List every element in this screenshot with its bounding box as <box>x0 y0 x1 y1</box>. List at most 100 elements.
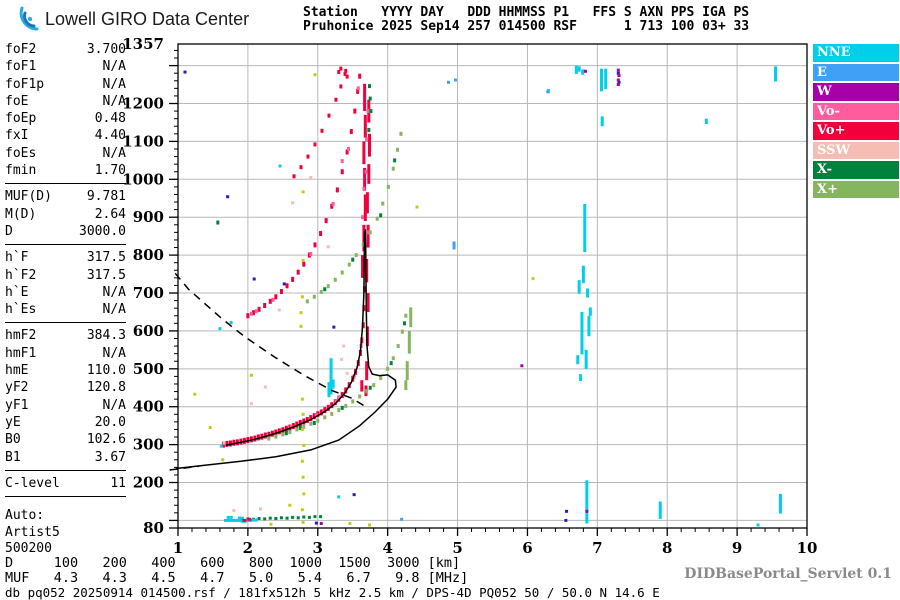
svg-text:900: 900 <box>133 208 164 226</box>
brand-title: Lowell GIRO Data Center <box>45 8 250 29</box>
svg-text:4: 4 <box>382 539 392 557</box>
param-label: h`F <box>5 250 29 266</box>
auto-info-line: Artist5 <box>5 524 60 540</box>
auto-info-line: Auto: <box>5 508 45 524</box>
station-header-values: Pruhonice 2025 Sep14 257 014500 RSF 1 71… <box>303 19 750 34</box>
param-row: yE 20.0 <box>5 414 126 431</box>
param-row: C-level 11 <box>5 475 126 492</box>
param-value: 9.781 <box>86 189 126 205</box>
dmuf-table: D 100 200 400 600 800 1000 1500 3000 [km… <box>5 556 468 585</box>
param-row: foEs N/A <box>5 145 126 162</box>
param-value: 317.5 <box>86 267 126 283</box>
station-header: Station YYYY DAY DDD HHMMSS P1 FFS S AXN… <box>303 6 749 34</box>
param-label: fxI <box>5 128 29 144</box>
legend-item-x: X- <box>813 161 899 179</box>
param-label: foE <box>5 93 29 109</box>
param-row: MUF(D) 9.781 <box>5 188 126 205</box>
param-value: N/A <box>102 397 126 413</box>
param-value: N/A <box>102 59 126 75</box>
param-value: N/A <box>102 93 126 109</box>
param-label: foF2 <box>5 42 37 57</box>
param-row: h`E N/A <box>5 284 126 301</box>
param-value: 120.8 <box>86 380 126 396</box>
legend-item-vo: Vo+ <box>813 122 899 140</box>
param-row: fmin 1.70 <box>5 162 126 179</box>
param-row: h`F 317.5 <box>5 249 126 266</box>
param-label: yF2 <box>5 380 29 396</box>
param-label: hmE <box>5 363 29 379</box>
param-value: 110.0 <box>86 363 126 379</box>
param-row: h`Es N/A <box>5 301 126 318</box>
param-label: h`Es <box>5 302 37 318</box>
param-row: hmF2 384.3 <box>5 327 126 344</box>
svg-text:5: 5 <box>452 539 462 557</box>
svg-text:1000: 1000 <box>122 170 164 188</box>
param-row: foF2 3.700 <box>5 41 126 58</box>
svg-text:800: 800 <box>133 246 164 264</box>
svg-text:700: 700 <box>133 284 164 302</box>
param-label: B0 <box>5 432 21 448</box>
param-value: 317.5 <box>86 250 126 266</box>
dmuf-muf-row: MUF 4.3 4.3 4.5 4.7 5.0 5.4 6.7 9.8 [MHz… <box>5 569 469 586</box>
svg-text:1100: 1100 <box>122 132 164 150</box>
parameter-panel: foF2 3.700 foF1 N/A foF1p N/A foE N/A foEp 0.48 fx… <box>5 41 126 558</box>
param-label: foF1p <box>5 76 45 92</box>
param-label: foF1 <box>5 59 37 75</box>
svg-text:80: 80 <box>143 519 164 537</box>
param-label: yF1 <box>5 397 29 413</box>
param-value: N/A <box>102 76 126 92</box>
param-value: 3.67 <box>94 449 126 465</box>
giro-wave-logo <box>19 6 39 31</box>
svg-text:2: 2 <box>243 539 253 557</box>
svg-text:300: 300 <box>133 436 164 454</box>
param-row: foE N/A <box>5 93 126 110</box>
dmuf-distance-row: D 100 200 400 600 800 1000 1500 3000 [km… <box>5 555 461 571</box>
param-value: 11 <box>110 475 126 491</box>
param-label: foEp <box>5 111 37 127</box>
param-value: 102.6 <box>86 432 126 448</box>
param-row: B0 102.6 <box>5 431 126 448</box>
param-value: 3000.0 <box>79 223 126 239</box>
legend-item-e: E <box>813 63 899 81</box>
param-row: hmF1 N/A <box>5 345 126 362</box>
param-value: N/A <box>102 345 126 361</box>
svg-text:3: 3 <box>313 539 323 557</box>
param-label: B1 <box>5 449 21 465</box>
station-header-labels: Station YYYY DAY DDD HHMMSS P1 FFS S AXN… <box>303 5 750 20</box>
param-row: B1 3.67 <box>5 449 126 466</box>
svg-text:1: 1 <box>173 539 183 557</box>
param-label: D <box>5 223 13 239</box>
svg-text:9: 9 <box>732 539 742 557</box>
param-row: h`F2 317.5 <box>5 267 126 284</box>
param-label: C-level <box>5 475 60 491</box>
param-row: foF1 N/A <box>5 58 126 75</box>
param-value: 1.70 <box>94 163 126 179</box>
svg-text:400: 400 <box>133 398 164 416</box>
param-row: yF2 120.8 <box>5 379 126 396</box>
svg-text:500: 500 <box>133 360 164 378</box>
param-value: 4.40 <box>94 128 126 144</box>
legend-item-w: W <box>813 83 899 101</box>
param-label: fmin <box>5 163 37 179</box>
svg-text:7: 7 <box>592 539 602 557</box>
param-label: MUF(D) <box>5 189 52 205</box>
param-row: M(D) 2.64 <box>5 206 126 223</box>
svg-text:600: 600 <box>133 322 164 340</box>
auto-info-line: 500200 <box>5 541 52 557</box>
legend-item-nne: NNE <box>813 44 899 62</box>
svg-text:10: 10 <box>797 539 818 557</box>
legend-item-ssw: SSW <box>813 141 899 159</box>
svg-text:200: 200 <box>133 474 164 492</box>
svg-text:8: 8 <box>662 539 672 557</box>
param-label: h`E <box>5 284 29 300</box>
brand: Lowell GIRO Data Center <box>16 6 249 32</box>
svg-text:6: 6 <box>522 539 532 557</box>
svg-text:1200: 1200 <box>122 95 164 113</box>
param-row: foEp 0.48 <box>5 110 126 127</box>
record-info-line: db pq052 20250914 014500.rsf / 181fx512h… <box>5 585 660 600</box>
param-value: 384.3 <box>86 328 126 344</box>
param-row: fxI 4.40 <box>5 127 126 144</box>
param-label: h`F2 <box>5 267 37 283</box>
param-value: 0.48 <box>94 111 126 127</box>
